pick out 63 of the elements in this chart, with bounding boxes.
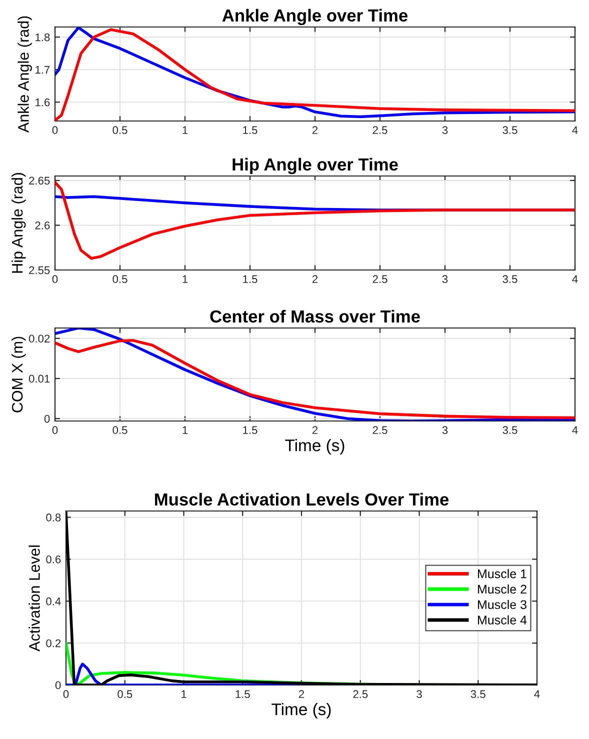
y-tick-label: 2.55 (29, 266, 50, 274)
y-tick-label: 0 (44, 414, 50, 423)
x-tick-label: 4 (572, 426, 578, 434)
y-tick-label: 2.6 (35, 222, 50, 230)
line-series (66, 512, 537, 685)
x-tick-label: 1 (182, 426, 188, 434)
x-tick-label: 2 (312, 426, 318, 434)
x-tick-label: 3.5 (502, 426, 518, 434)
x-tick-label: 3 (442, 426, 448, 434)
x-tick-label: 2.5 (372, 126, 388, 134)
legend-label: Muscle 4 (478, 615, 527, 624)
y-axis-title: Ankle Angle (rad) (18, 16, 32, 133)
y-tick-label: 1.6 (36, 98, 50, 106)
y-tick-label: 0.6 (46, 555, 61, 564)
y-tick-label: 0.02 (28, 334, 50, 343)
y-tick-label: 0.8 (46, 514, 61, 522)
y-tick-label: 1.7 (36, 66, 50, 74)
y-tick-label: 0.4 (46, 597, 61, 606)
y-axis-title: COM X (m) (11, 336, 26, 412)
x-tick-label: 1.5 (243, 426, 258, 434)
x-tick-label: 3 (442, 275, 448, 284)
y-tick-label: 2.65 (29, 176, 50, 185)
y-tick-label: 0 (55, 681, 61, 690)
y-tick-label: 0.01 (28, 374, 50, 383)
chart-title: Muscle Activation Levels Over Time (155, 492, 449, 506)
legend-label: Muscle 1 (478, 569, 526, 578)
x-tick-label: 0.5 (118, 690, 132, 698)
chart-title: Hip Angle over Time (232, 158, 398, 174)
x-tick-label: 4 (572, 126, 578, 134)
x-tick-label: 2.5 (353, 690, 368, 698)
x-tick-label: 2.5 (372, 275, 388, 284)
x-tick-label: 0 (63, 690, 69, 698)
line-series (55, 180, 575, 260)
legend-label: Muscle 3 (478, 600, 526, 610)
y-tick-label: 1.8 (36, 33, 50, 42)
x-tick-label: 1 (182, 275, 188, 283)
y-tick-label: 0.2 (46, 639, 61, 648)
x-tick-label: 4 (572, 275, 578, 283)
x-tick-label: 3 (416, 690, 422, 698)
y-axis-title: Activation Level (28, 546, 40, 652)
x-tick-label: 3.5 (502, 126, 518, 134)
x-tick-label: 1.5 (243, 275, 258, 284)
x-tick-label: 4 (534, 690, 540, 698)
x-tick-label: 3.5 (470, 690, 486, 698)
x-tick-label: 2 (312, 126, 318, 134)
x-tick-label: 1.5 (236, 690, 250, 698)
x-tick-label: 1.5 (243, 126, 258, 134)
x-tick-label: 0.5 (112, 126, 128, 134)
y-axis-title: Hip Angle (rad) (11, 172, 26, 273)
x-tick-label: 1 (182, 690, 186, 698)
chart-title: Center of Mass over Time (210, 310, 420, 323)
legend-label: Muscle 2 (478, 584, 526, 594)
x-tick-label: 2 (312, 275, 318, 283)
x-axis-title: Time (s) (272, 702, 331, 719)
x-tick-label: 0.5 (112, 426, 128, 434)
x-tick-label: 1 (182, 126, 188, 134)
x-tick-label: 3.5 (502, 275, 518, 284)
x-axis-title: Time (s) (285, 438, 344, 455)
chart-title: Ankle Angle over Time (222, 8, 408, 26)
x-tick-label: 0.5 (112, 275, 128, 284)
x-tick-label: 2 (298, 690, 304, 698)
x-tick-label: 3 (442, 126, 448, 134)
x-tick-label: 2.5 (372, 426, 388, 434)
